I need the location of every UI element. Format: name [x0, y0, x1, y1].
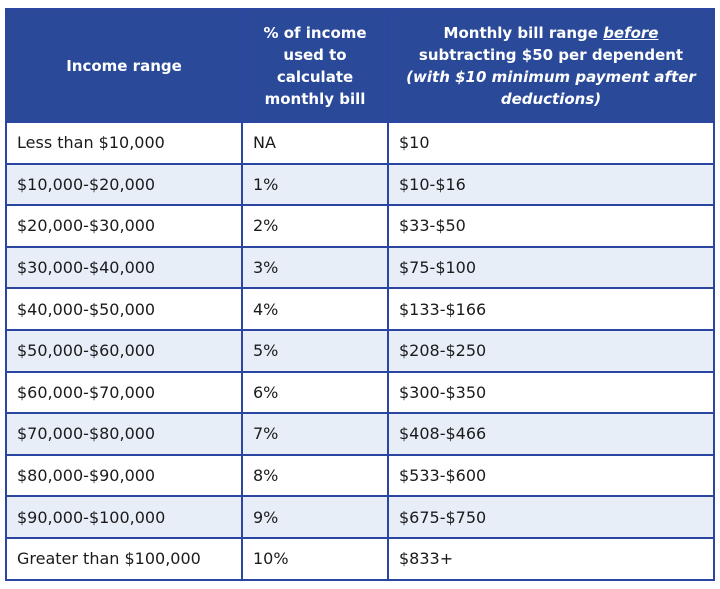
header-percent-label: % of income used to calculate monthly bi… [263, 23, 367, 108]
income-cell: $20,000-$30,000 [5, 204, 243, 248]
bill-cell: $675-$750 [387, 495, 715, 539]
income-cell: $30,000-$40,000 [5, 245, 243, 290]
income-cell: $40,000-$50,000 [5, 287, 243, 331]
bill-cell: $10-$16 [387, 162, 715, 207]
bill-cell: $133-$166 [387, 287, 715, 331]
bill-cell: $833+ [387, 536, 715, 581]
income-cell: $70,000-$80,000 [5, 412, 243, 456]
header-bill-text-part1: Monthly bill range [443, 23, 604, 42]
table-row: $60,000-$70,000 6% $300-$350 [5, 370, 715, 415]
table-header: Income range % of income used to calcula… [5, 8, 715, 123]
table-row: $10,000-$20,000 1% $10-$16 [5, 162, 715, 207]
header-monthly-bill: Monthly bill range before subtracting $5… [387, 8, 715, 123]
table-row: $80,000-$90,000 8% $533-$600 [5, 453, 715, 498]
income-cell: $60,000-$70,000 [5, 370, 243, 415]
income-cell: $90,000-$100,000 [5, 495, 243, 539]
percent-cell: 2% [241, 204, 389, 248]
percent-cell: 1% [241, 162, 389, 207]
income-cell: $50,000-$60,000 [5, 328, 243, 373]
percent-cell: 10% [241, 536, 389, 581]
bill-cell: $533-$600 [387, 453, 715, 498]
income-bill-table: Income range % of income used to calcula… [5, 8, 715, 581]
bill-cell: $33-$50 [387, 204, 715, 248]
percent-cell: 9% [241, 495, 389, 539]
bill-cell: $75-$100 [387, 245, 715, 290]
bill-cell: $300-$350 [387, 370, 715, 415]
header-bill-text-part2: subtracting $50 per dependent [418, 45, 684, 64]
header-income-range-label: Income range [66, 56, 182, 75]
header-bill-parenthetical: (with $10 minimum payment after deductio… [406, 67, 696, 108]
bill-cell: $10 [387, 121, 715, 165]
table-row: Greater than $100,000 10% $833+ [5, 536, 715, 581]
income-cell: $80,000-$90,000 [5, 453, 243, 498]
percent-cell: 7% [241, 412, 389, 456]
table-row: $40,000-$50,000 4% $133-$166 [5, 287, 715, 331]
header-income-range: Income range [5, 8, 243, 123]
table-row: $70,000-$80,000 7% $408-$466 [5, 412, 715, 456]
income-cell: $10,000-$20,000 [5, 162, 243, 207]
percent-cell: 8% [241, 453, 389, 498]
header-row: Income range % of income used to calcula… [5, 8, 715, 123]
table-row: Less than $10,000 NA $10 [5, 121, 715, 165]
percent-cell: 6% [241, 370, 389, 415]
percent-cell: 4% [241, 287, 389, 331]
bill-cell: $408-$466 [387, 412, 715, 456]
header-percent: % of income used to calculate monthly bi… [241, 8, 389, 123]
table-row: $50,000-$60,000 5% $208-$250 [5, 328, 715, 373]
percent-cell: 5% [241, 328, 389, 373]
header-bill-before-emphasis: before [603, 23, 659, 42]
table-row: $20,000-$30,000 2% $33-$50 [5, 204, 715, 248]
percent-cell: 3% [241, 245, 389, 290]
income-cell: Less than $10,000 [5, 121, 243, 165]
percent-cell: NA [241, 121, 389, 165]
table-body: Less than $10,000 NA $10 $10,000-$20,000… [5, 121, 715, 581]
table-row: $30,000-$40,000 3% $75-$100 [5, 245, 715, 290]
bill-cell: $208-$250 [387, 328, 715, 373]
income-cell: Greater than $100,000 [5, 536, 243, 581]
table-row: $90,000-$100,000 9% $675-$750 [5, 495, 715, 539]
